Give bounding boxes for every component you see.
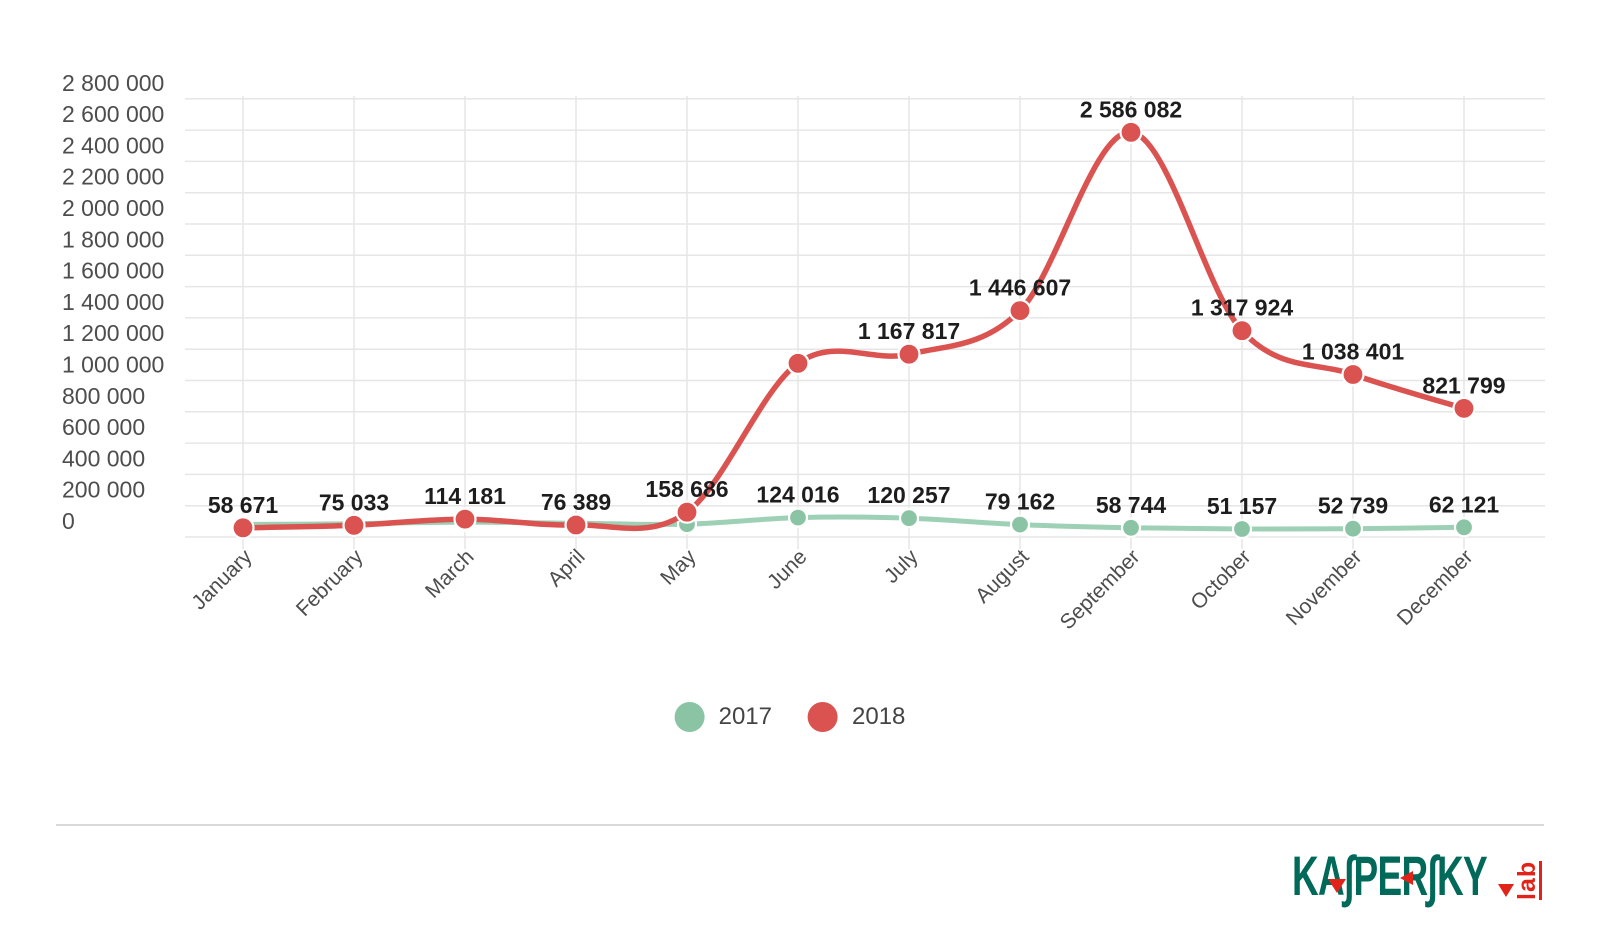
logo-red-triangle-e-icon (1400, 871, 1413, 885)
legend-label-2018: 2018 (852, 703, 906, 730)
legend-dot-2017-icon (674, 702, 705, 732)
data-point-2018 (453, 507, 477, 531)
data-point-2017 (1342, 518, 1364, 539)
x-axis-month-label: July (880, 545, 923, 588)
value-label-2018: 158 686 (645, 476, 728, 502)
y-axis-tick-label: 2 400 000 (62, 132, 164, 158)
y-axis-tick-label: 800 000 (62, 383, 145, 409)
data-point-2018 (231, 516, 255, 540)
y-axis-tick-label: 400 000 (62, 445, 145, 471)
y-axis-tick-label: 2 800 000 (62, 70, 164, 96)
y-axis-tick-label: 0 (62, 508, 75, 534)
chart-legend: 2017 2018 (674, 702, 905, 732)
line-chart: 0 200 000 400 000 600 000 800 000 1 000 000 1 … (62, 70, 1545, 634)
y-axis-tick-label: 1 800 000 (62, 226, 164, 252)
x-axis-month-label: December (1393, 545, 1478, 630)
kaspersky-wordmark: KA∫PER∫KY (1292, 844, 1488, 907)
x-axis-month-label: April (544, 545, 590, 591)
x-axis-month-label: November (1282, 545, 1367, 630)
x-axis-month-label: June (763, 545, 811, 593)
data-point-2017 (1453, 517, 1475, 538)
value-label-2017: 120 257 (867, 482, 950, 508)
y-axis-tick-label: 1 000 000 (62, 352, 164, 378)
y-axis-tick-label: 200 000 (62, 477, 145, 503)
value-label-2018: 1 317 924 (1191, 295, 1294, 321)
x-axis-month-label: May (656, 545, 701, 590)
value-label-2017: 51 157 (1207, 493, 1277, 519)
value-label-2018: 75 033 (319, 489, 389, 515)
value-label-2017: 62 121 (1429, 491, 1500, 517)
series-line-2018 (240, 129, 1467, 532)
value-label-2018: 1 446 607 (969, 275, 1071, 301)
data-point-2018 (1008, 299, 1032, 323)
value-label-2017: 79 162 (985, 489, 1055, 515)
value-label-2018: 58 671 (208, 492, 279, 518)
data-point-2018 (897, 342, 921, 366)
x-axis-month-label: March (421, 545, 479, 603)
x-axis-month-label: August (971, 545, 1034, 608)
data-point-2017 (898, 508, 920, 529)
x-axis-month-label: September (1056, 545, 1145, 634)
value-label-2017: 124 016 (756, 482, 839, 508)
value-label-2018: 76 389 (541, 489, 611, 515)
y-axis-tick-label: 600 000 (62, 414, 145, 440)
data-point-2018 (1452, 396, 1476, 420)
data-point-2018 (564, 513, 588, 537)
value-label-2018: 114 181 (424, 483, 506, 509)
y-axis-tick-label: 2 000 000 (62, 195, 164, 221)
value-label-2018: 1 167 817 (858, 318, 960, 344)
legend-item-2018: 2018 (808, 702, 905, 732)
data-point-2018 (675, 500, 699, 524)
data-point-2017 (787, 507, 809, 528)
y-axis-tick-label: 2 600 000 (62, 101, 164, 127)
x-axis-month-label: January (187, 545, 256, 614)
value-label-2018: 2 586 082 (1080, 96, 1182, 122)
series-line-2017 (240, 514, 1467, 532)
y-axis-tick-label: 1 400 000 (62, 289, 164, 315)
kaspersky-lab-text: lab (1513, 860, 1542, 900)
value-label-2017: 58 744 (1096, 492, 1167, 518)
legend-dot-2018-icon (808, 702, 838, 732)
x-axis-month-label: October (1186, 545, 1255, 614)
x-axis-month-label: February (292, 545, 368, 621)
y-axis-tick-label: 1 600 000 (62, 258, 164, 284)
data-point-2018 (786, 351, 810, 375)
legend-item-2017: 2017 (674, 702, 772, 732)
value-label-2017: 52 739 (1318, 493, 1388, 519)
data-point-2018 (342, 513, 366, 537)
data-point-2018 (1119, 120, 1143, 144)
footer-divider (56, 824, 1544, 826)
y-axis-tick-label: 2 200 000 (62, 164, 164, 190)
data-point-2018 (1341, 362, 1365, 387)
y-axis-tick-label: 1 200 000 (62, 320, 164, 346)
data-point-2017 (1231, 518, 1253, 540)
data-point-2017 (1120, 517, 1142, 538)
data-point-2017 (1009, 514, 1031, 535)
value-label-2018: 1 038 401 (1302, 339, 1405, 365)
legend-label-2017: 2017 (718, 703, 772, 730)
logo-red-triangle-a-icon (1328, 879, 1346, 893)
value-label-2018: 821 799 (1422, 372, 1505, 398)
kaspersky-lab-logo: KA∫PER∫KY lab (1292, 844, 1552, 907)
logo-red-triangle-y-icon (1498, 884, 1514, 897)
data-point-2018 (1230, 319, 1254, 343)
